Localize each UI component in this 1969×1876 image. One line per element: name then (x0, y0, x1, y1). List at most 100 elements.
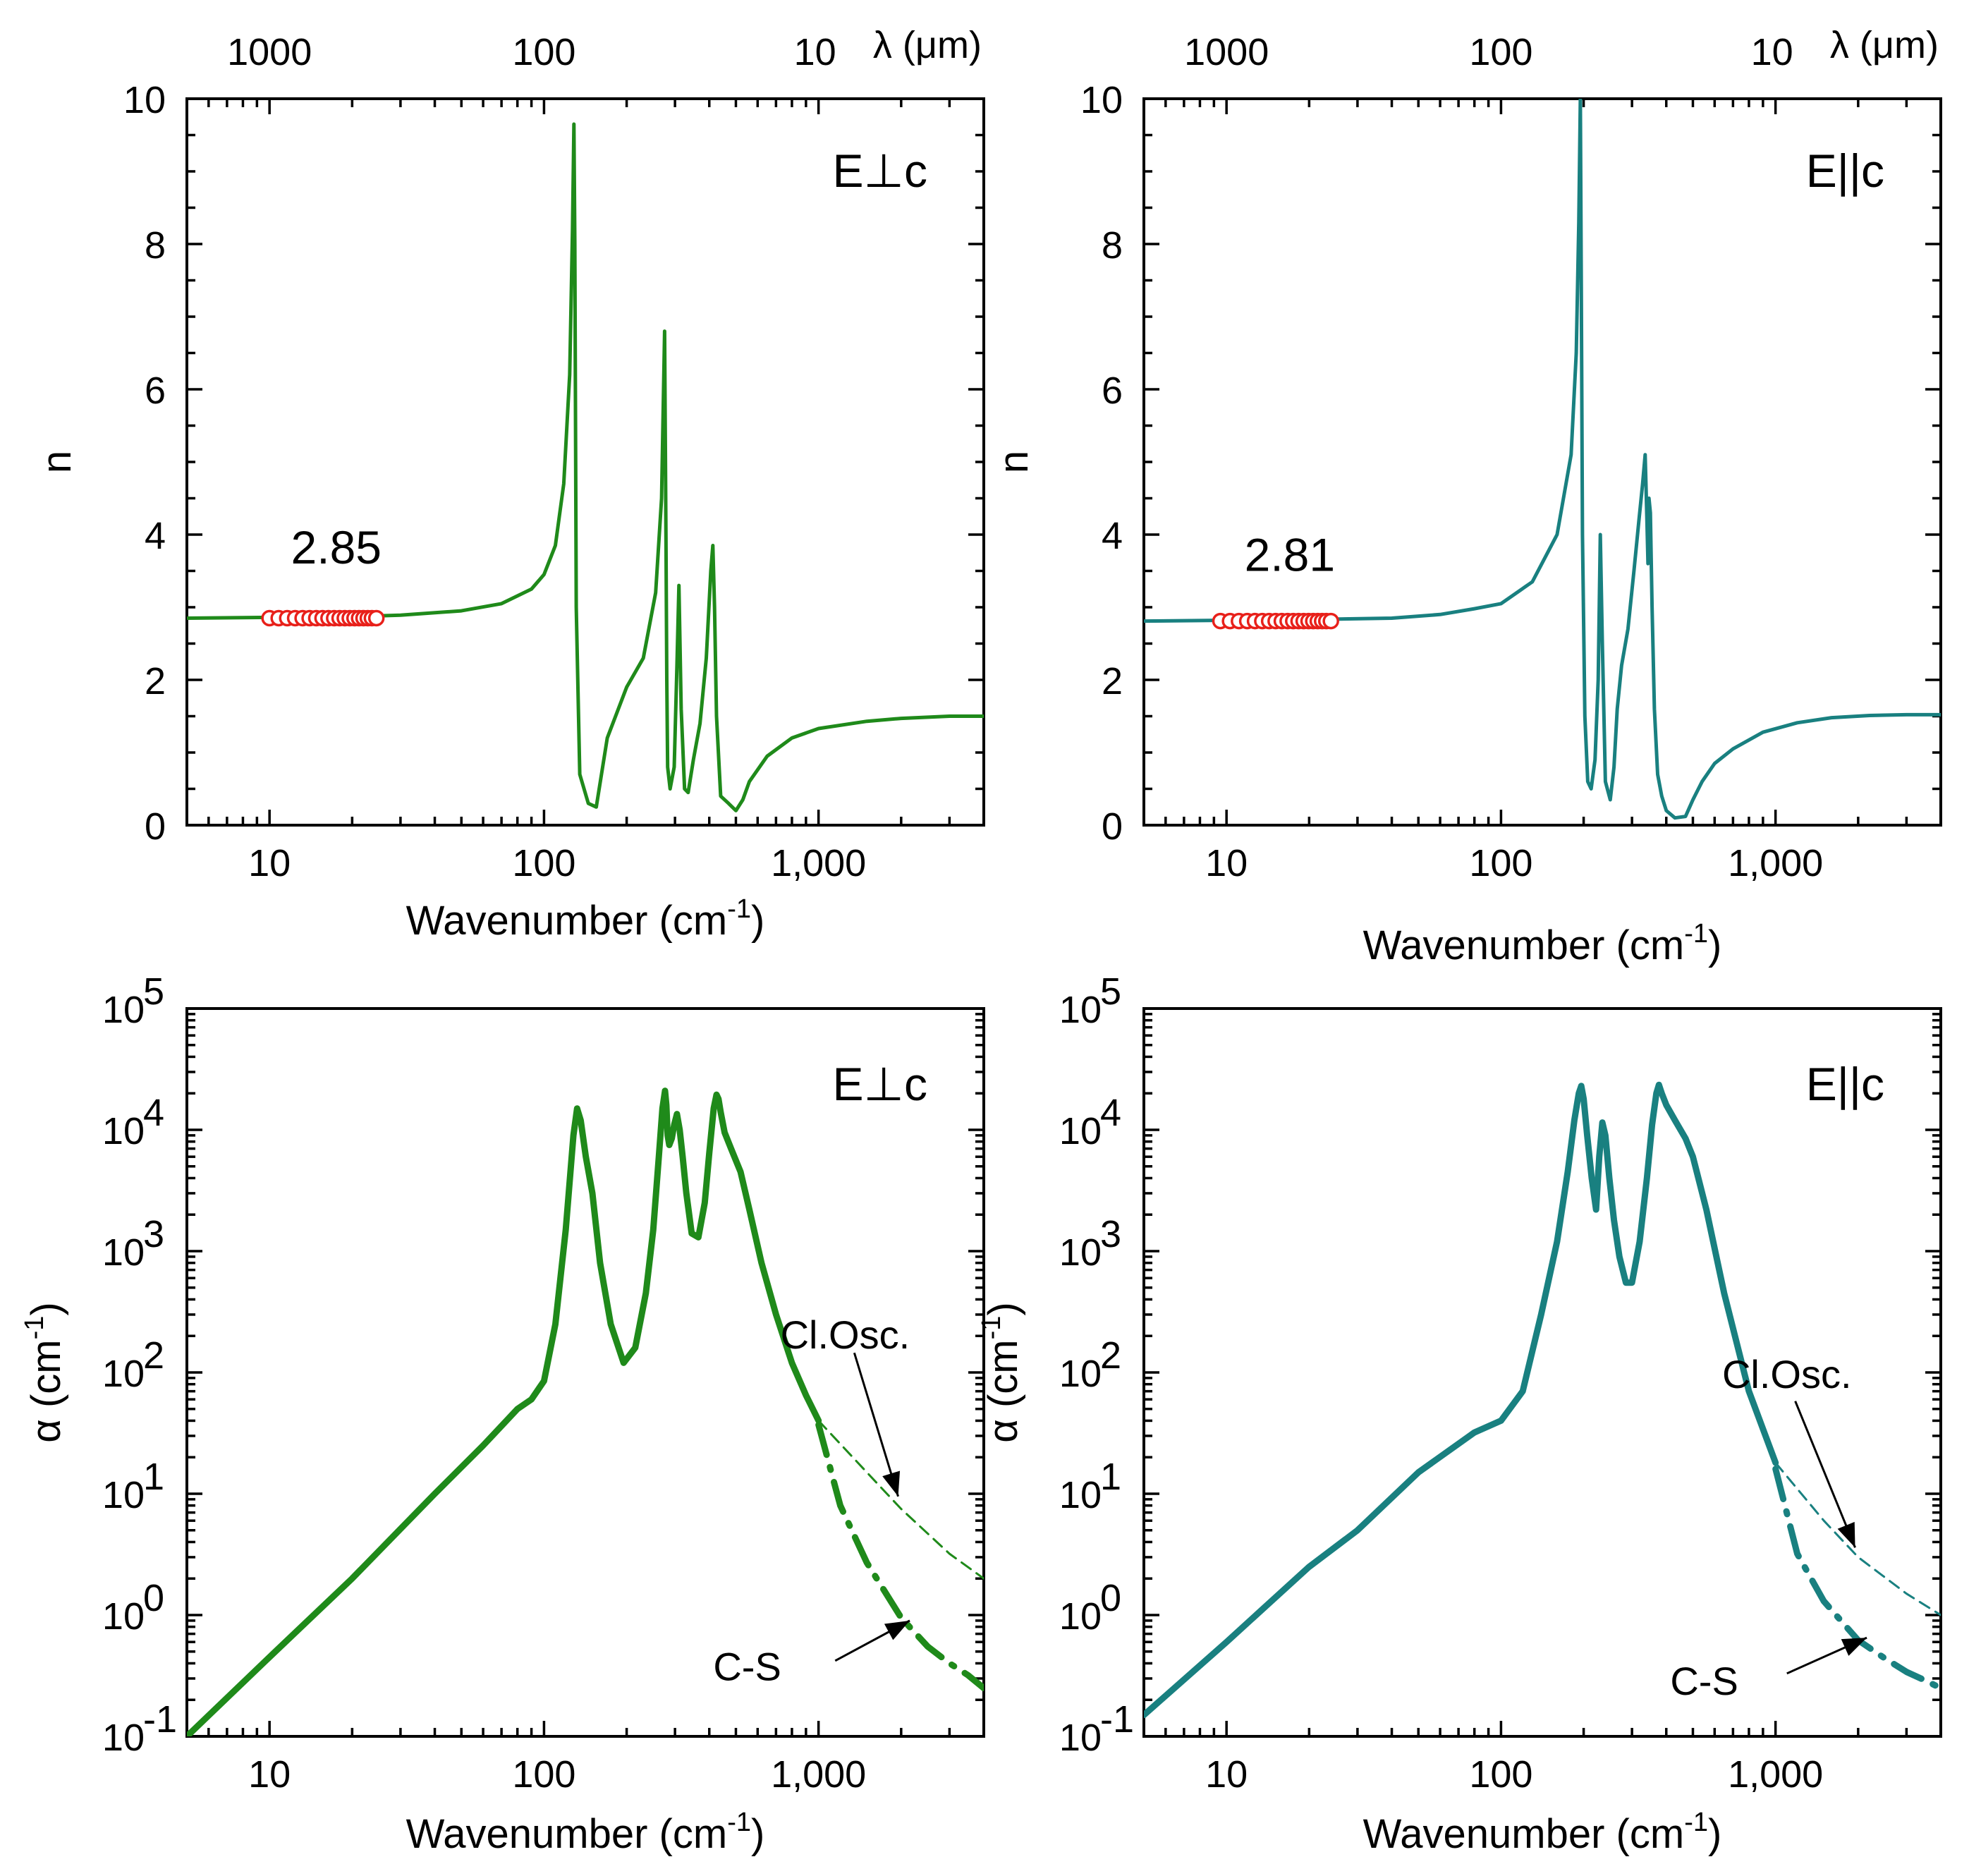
x-axis-title-main: Wavenumber (cm (1363, 922, 1685, 968)
x-axis-title: Wavenumber (cm-1) (406, 1808, 765, 1857)
series-α (1144, 1081, 1779, 1719)
polarization-label: E||c (1806, 1058, 1884, 1110)
y-tick-exponent: 5 (1100, 970, 1121, 1013)
y-axis-title: n (991, 451, 1037, 473)
x-tick-label: 100 (512, 842, 575, 884)
x-axis-title-end: ) (1708, 1811, 1721, 1857)
panel-top-right: 10 100 1,000 1000 100 10 λ (μm) 0 2 4 6 8 10 Wavenumb… (991, 24, 1942, 968)
x-tick-label: 10 (1205, 1753, 1248, 1796)
y-tick-exponent: -1 (143, 1698, 177, 1741)
data-point (1322, 612, 1339, 630)
y-tick-label: 4 (1102, 515, 1123, 557)
x-ticks (185, 99, 985, 825)
x-ticks (1142, 1721, 1942, 1736)
x-axis-title-end: ) (751, 1811, 764, 1857)
y-axis-title-end: ) (980, 1302, 1026, 1315)
y-tick-exponent: -1 (1100, 1698, 1134, 1741)
y-tick-label: 10 (1059, 1474, 1102, 1516)
series-C-S (1772, 1466, 1941, 1692)
y-tick-label: 10 (1059, 1110, 1102, 1152)
x-axis-title-main: Wavenumber (cm (1363, 1811, 1685, 1857)
y-tick-label: 10 (1059, 989, 1102, 1031)
x-axis-title-sup: -1 (727, 1808, 751, 1837)
annotation-label: C-S (713, 1644, 781, 1688)
x-tick-label: 1,000 (1728, 842, 1823, 884)
y-tick-label: 10 (1059, 1595, 1102, 1638)
y-ticks (1144, 1007, 1941, 1738)
x-ticks (185, 1721, 985, 1736)
y-axis-title-main: α (cm (980, 1339, 1026, 1442)
y-tick-exponent: 2 (1100, 1334, 1121, 1377)
top-tick-label: 1000 (1184, 31, 1269, 73)
y-tick-label: 10 (1080, 79, 1123, 121)
annotation-label: C-S (1670, 1659, 1738, 1703)
y-tick-label: 2 (1102, 660, 1123, 702)
x-axis-title-main: Wavenumber (cm (406, 1811, 728, 1857)
annotation-label: Cl.Osc. (781, 1312, 910, 1357)
y-tick-exponent: 2 (143, 1334, 164, 1377)
y-axis-title-end: ) (23, 1302, 69, 1315)
polarization-label: E⊥c (832, 145, 927, 197)
y-tick-label: 2 (145, 660, 166, 702)
top-axis-label: λ (μm) (1830, 24, 1939, 66)
y-tick-label: 10 (102, 1110, 145, 1152)
series-measured (1212, 612, 1339, 630)
y-tick-label: 10 (123, 79, 166, 121)
series-Cl.Osc. (817, 1419, 984, 1580)
y-tick-label: 10 (1059, 1717, 1102, 1759)
x-tick-label: 1,000 (771, 1753, 866, 1796)
y-ticks (187, 1007, 984, 1738)
y-ticks (1144, 97, 1941, 827)
x-tick-label: 100 (512, 1753, 575, 1796)
series-line (1772, 1466, 1941, 1692)
plot-frame (185, 1007, 985, 1738)
series-n (187, 122, 984, 812)
series-line (1144, 1081, 1779, 1719)
y-axis-title: α (cm-1) (20, 1302, 69, 1442)
annotation-arrow-head (1837, 1521, 1855, 1548)
polarization-label: E||c (1806, 145, 1884, 197)
series-line (1144, 99, 1941, 820)
x-axis-title-main: Wavenumber (cm (406, 898, 728, 944)
top-axis-label: λ (μm) (873, 24, 982, 66)
plot-frame (185, 97, 985, 827)
y-tick-label: 10 (1059, 1353, 1102, 1395)
panel-top-left: 10 100 1,000 1000 100 10 λ (μm) 0 2 4 6 8 10 Wavenumb… (34, 24, 985, 944)
top-tick-label: 100 (512, 31, 575, 73)
top-tick-label: 10 (1751, 31, 1793, 73)
series-line (817, 1419, 984, 1580)
y-tick-label: 10 (1059, 1231, 1102, 1274)
top-tick-label: 1000 (227, 31, 312, 73)
y-tick-label: 8 (1102, 224, 1123, 267)
x-tick-label: 10 (1205, 842, 1248, 884)
y-tick-exponent: 1 (1100, 1456, 1121, 1498)
y-axis-title: n (34, 451, 80, 473)
polarization-label: E⊥c (832, 1058, 927, 1110)
top-tick-label: 100 (1469, 31, 1532, 73)
y-tick-label: 10 (102, 1717, 145, 1759)
y-tick-exponent: 4 (1100, 1092, 1121, 1134)
annotation-arrow-head (884, 1620, 910, 1640)
x-tick-label: 10 (248, 842, 291, 884)
x-axis-title: Wavenumber (cm-1) (406, 894, 765, 944)
x-axis-title-end: ) (1708, 922, 1721, 968)
y-tick-label: 8 (145, 224, 166, 267)
y-tick-label: 4 (145, 515, 166, 557)
series-C-S (815, 1421, 984, 1692)
y-tick-label: 10 (102, 1595, 145, 1638)
y-tick-exponent: 5 (143, 970, 164, 1013)
panel-bottom-right: 10 100 1,00010-1100101102103104105Wavenumb… (977, 970, 1942, 1857)
y-tick-label: 10 (102, 1353, 145, 1395)
x-axis-title: Wavenumber (cm-1) (1363, 1808, 1722, 1857)
data-point (367, 609, 385, 627)
y-tick-label: 10 (102, 989, 145, 1031)
series-α (187, 1088, 822, 1736)
y-ticks (187, 97, 984, 827)
y-tick-label: 6 (145, 370, 166, 412)
annotation-arrow-head (1841, 1638, 1867, 1656)
y-axis-title-main: α (cm (23, 1339, 69, 1442)
value-label: 2.85 (291, 521, 382, 573)
annotation-label: Cl.Osc. (1722, 1352, 1852, 1396)
y-tick-label: 0 (1102, 805, 1123, 848)
